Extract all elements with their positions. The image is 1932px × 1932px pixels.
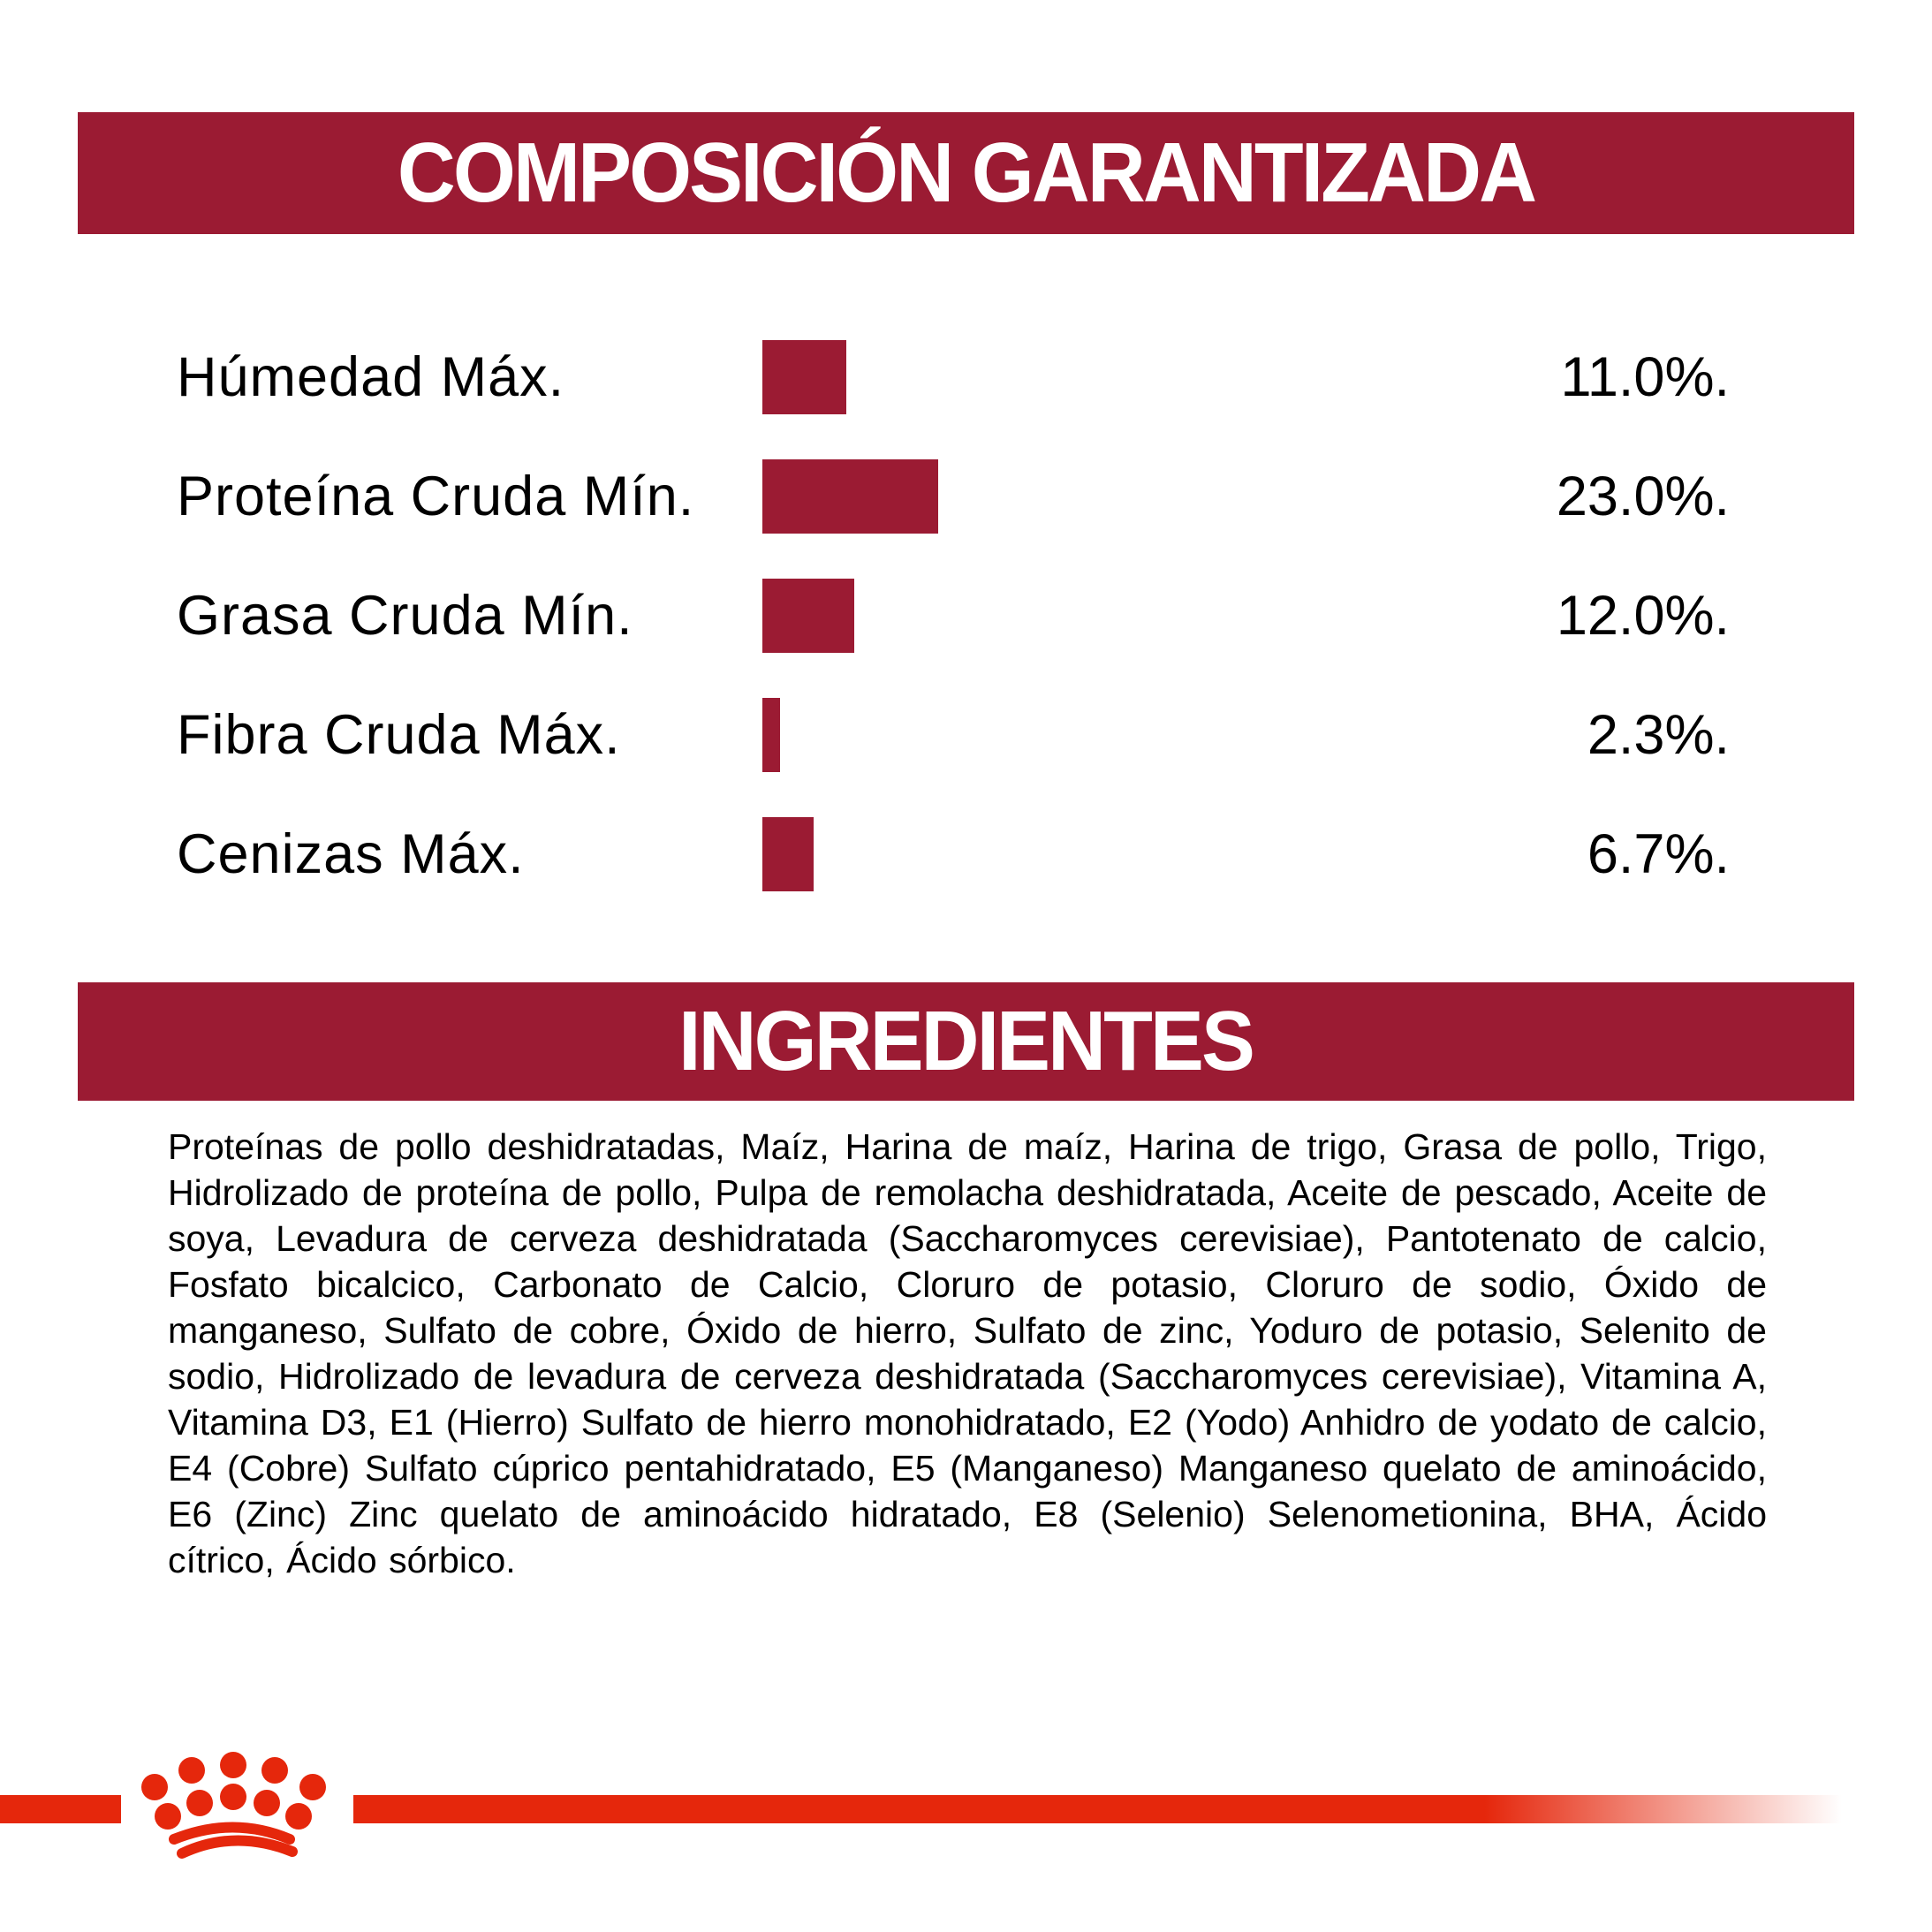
chart-label: Grasa Cruda Mín. xyxy=(177,585,633,647)
chart-bar xyxy=(762,698,780,772)
crown-logo-icon xyxy=(141,1752,326,1859)
chart-bar xyxy=(762,340,846,414)
chart-label: Proteína Cruda Mín. xyxy=(177,466,695,527)
chart-bar xyxy=(762,817,814,891)
chart-row-fibra: Fibra Cruda Máx. 2.3%. xyxy=(0,676,1932,795)
chart-label: Fibra Cruda Máx. xyxy=(177,704,621,766)
chart-bar xyxy=(762,579,854,653)
chart-bar xyxy=(762,459,938,534)
chart-value: 23.0%. xyxy=(1556,466,1730,527)
chart-value: 2.3%. xyxy=(1587,704,1730,766)
chart-value: 12.0%. xyxy=(1556,585,1730,647)
chart-value: 11.0%. xyxy=(1560,346,1730,408)
chart-row-grasa: Grasa Cruda Mín. 12.0%. xyxy=(0,557,1932,676)
composicion-banner: COMPOSICIÓN GARANTIZADA xyxy=(78,112,1854,234)
chart-row-humedad: Húmedad Máx. 11.0%. xyxy=(0,318,1932,437)
chart-row-proteina: Proteína Cruda Mín. 23.0%. xyxy=(0,437,1932,557)
composition-chart: Húmedad Máx. 11.0%. Proteína Cruda Mín. … xyxy=(0,318,1932,914)
footer-band-left xyxy=(0,1795,121,1823)
chart-label: Húmedad Máx. xyxy=(177,346,565,408)
chart-row-cenizas: Cenizas Máx. 6.7%. xyxy=(0,795,1932,914)
footer-band-right xyxy=(353,1795,1842,1823)
ingredientes-banner: INGREDIENTES xyxy=(78,982,1854,1101)
ingredients-paragraph: Proteínas de pollo deshidratadas, Maíz, … xyxy=(168,1126,1767,1580)
chart-label: Cenizas Máx. xyxy=(177,823,525,885)
ingredientes-title: INGREDIENTES xyxy=(678,994,1256,1088)
chart-value: 6.7%. xyxy=(1587,823,1730,885)
composicion-title: COMPOSICIÓN GARANTIZADA xyxy=(397,125,1537,220)
